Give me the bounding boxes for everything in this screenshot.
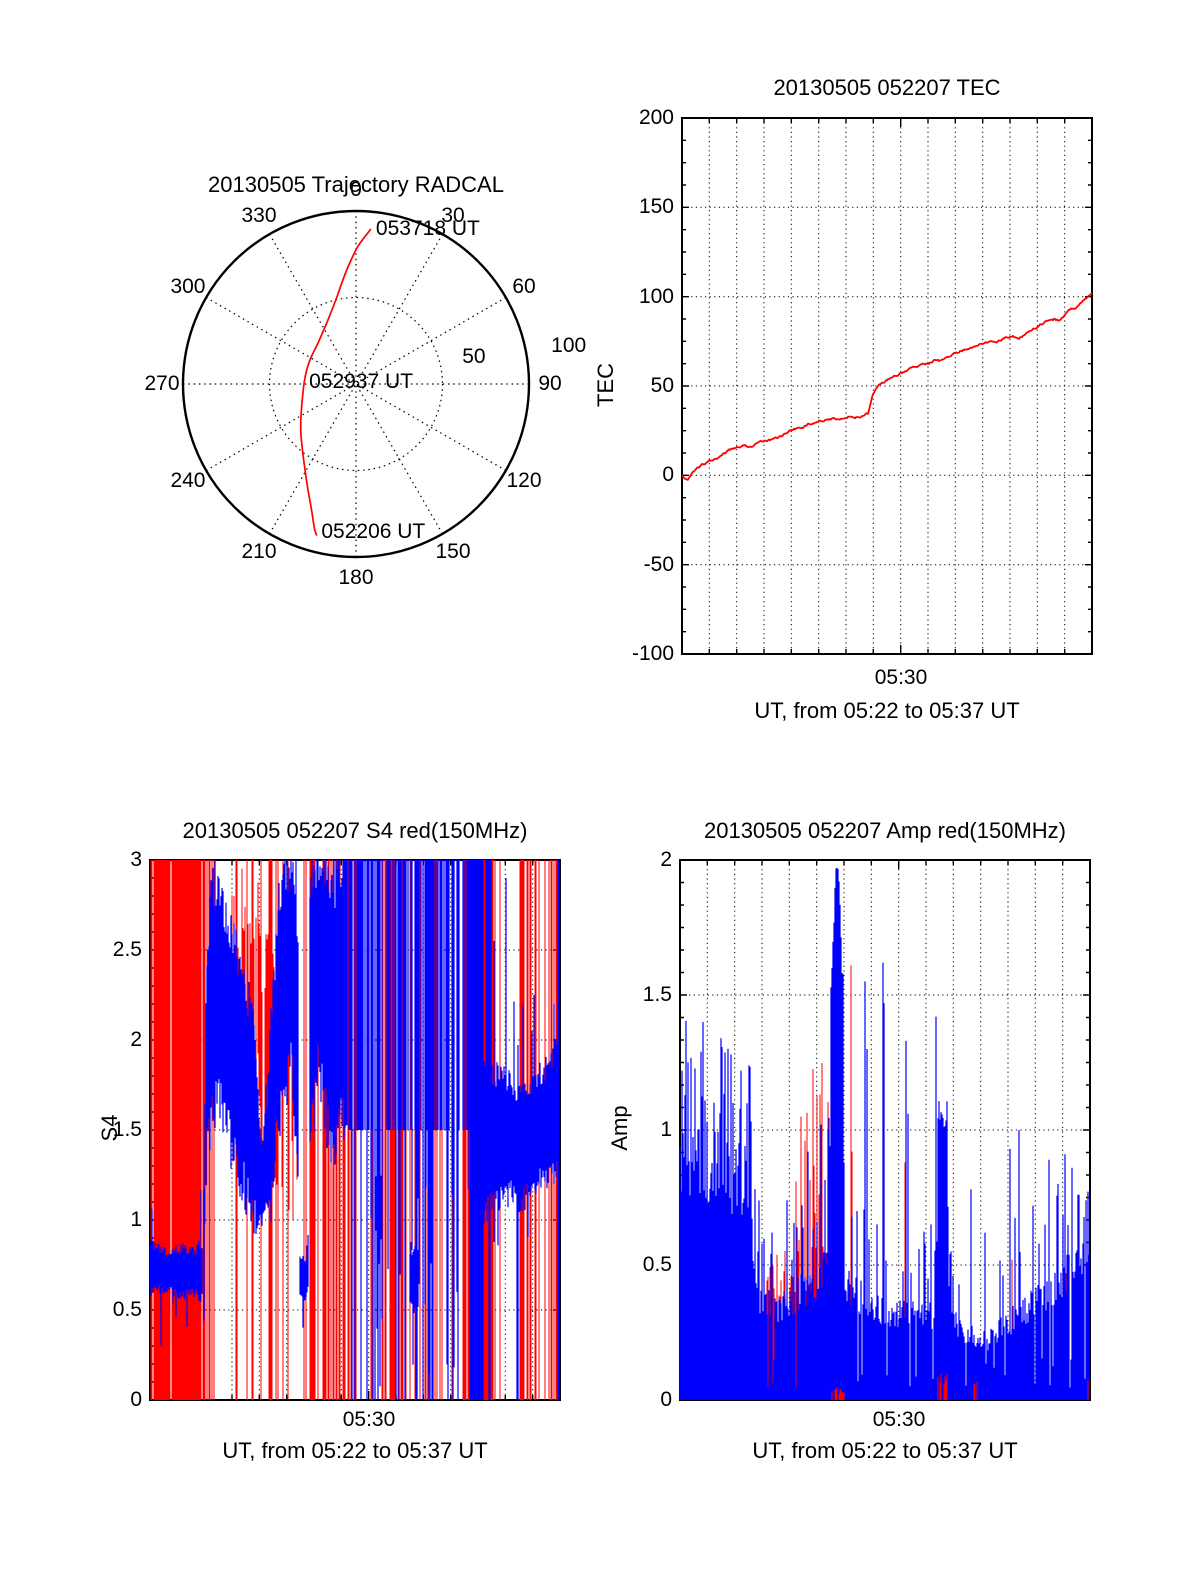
ytick-label: -100	[631, 642, 674, 665]
polar-azimuth-label: 0	[350, 178, 362, 201]
ytick-label: 0	[130, 1388, 142, 1411]
trajectory-panel: 20130505 Trajectory RADCAL 0 30 60 90 120 150…	[120, 150, 600, 610]
ytick-label: 50	[650, 374, 674, 397]
polar-azimuth-label: 330	[241, 203, 277, 227]
trajectory-annotation: 052206 UT	[321, 519, 426, 543]
ytick-label: 3	[130, 848, 142, 871]
trajectory-plot	[181, 209, 531, 559]
ytick-label: 2	[660, 848, 672, 871]
amp-plot	[679, 859, 1091, 1401]
s4-title: 20130505 052207 S4 red(150MHz)	[182, 818, 528, 843]
polar-azimuth-label: 90	[538, 372, 562, 395]
amp-title: 20130505 052207 Amp red(150MHz)	[703, 818, 1067, 843]
s4-xtick-0530: 05:30	[342, 1408, 396, 1431]
polar-azimuth-label: 150	[435, 540, 471, 563]
polar-azimuth-label: 270	[144, 372, 180, 395]
s4-panel: 20130505 052207 S4 red(150MHz) S4 05:30 …	[60, 795, 620, 1515]
ytick-label: 2	[130, 1028, 142, 1051]
trajectory-annotation: 052937 UT	[309, 370, 414, 394]
ytick-label: 100	[638, 284, 674, 308]
trajectory-title: 20130505 Trajectory RADCAL	[208, 172, 504, 197]
ytick-label: 1.5	[642, 983, 672, 1006]
amp-panel: 20130505 052207 Amp red(150MHz) Amp 05:3…	[600, 795, 1160, 1515]
s4-plot	[149, 859, 561, 1401]
tec-xlabel: UT, from 05:22 to 05:37 UT	[754, 698, 1020, 723]
tec-panel: 20130505 052207 TEC TEC 05:30 UT, from 0…	[560, 60, 1160, 740]
s4-xlabel: UT, from 05:22 to 05:37 UT	[222, 1438, 488, 1463]
polar-azimuth-label: 60	[512, 275, 536, 298]
polar-radial-label: 100	[551, 334, 587, 358]
polar-radial-label: 50	[462, 344, 486, 368]
trajectory-annotation: 053718 UT	[375, 217, 480, 241]
tec-xtick-0530: 05:30	[874, 666, 928, 689]
ytick-label: 1	[130, 1208, 142, 1231]
polar-azimuth-label: 120	[506, 469, 542, 492]
tec-title: 20130505 052207 TEC	[773, 75, 1001, 100]
ytick-label: 0	[662, 463, 674, 487]
ytick-label: 0.5	[642, 1253, 672, 1276]
ytick-label: -50	[643, 552, 674, 576]
tec-plot	[681, 117, 1093, 655]
ytick-label: 1	[660, 1118, 672, 1141]
ytick-label: 1.5	[112, 1118, 142, 1141]
ytick-label: 150	[638, 195, 674, 219]
polar-azimuth-label: 240	[170, 469, 206, 492]
polar-azimuth-label: 300	[170, 275, 206, 298]
polar-azimuth-label: 30	[441, 203, 465, 227]
ytick-label: 200	[638, 106, 674, 129]
polar-azimuth-label: 180	[338, 566, 374, 589]
ytick-label: 2.5	[112, 938, 142, 961]
ytick-label: 0.5	[112, 1298, 142, 1321]
amp-xlabel: UT, from 05:22 to 05:37 UT	[752, 1438, 1018, 1463]
polar-azimuth-label: 210	[241, 540, 277, 563]
ytick-label: 0	[660, 1388, 672, 1411]
amp-xtick-0530: 05:30	[872, 1408, 926, 1431]
